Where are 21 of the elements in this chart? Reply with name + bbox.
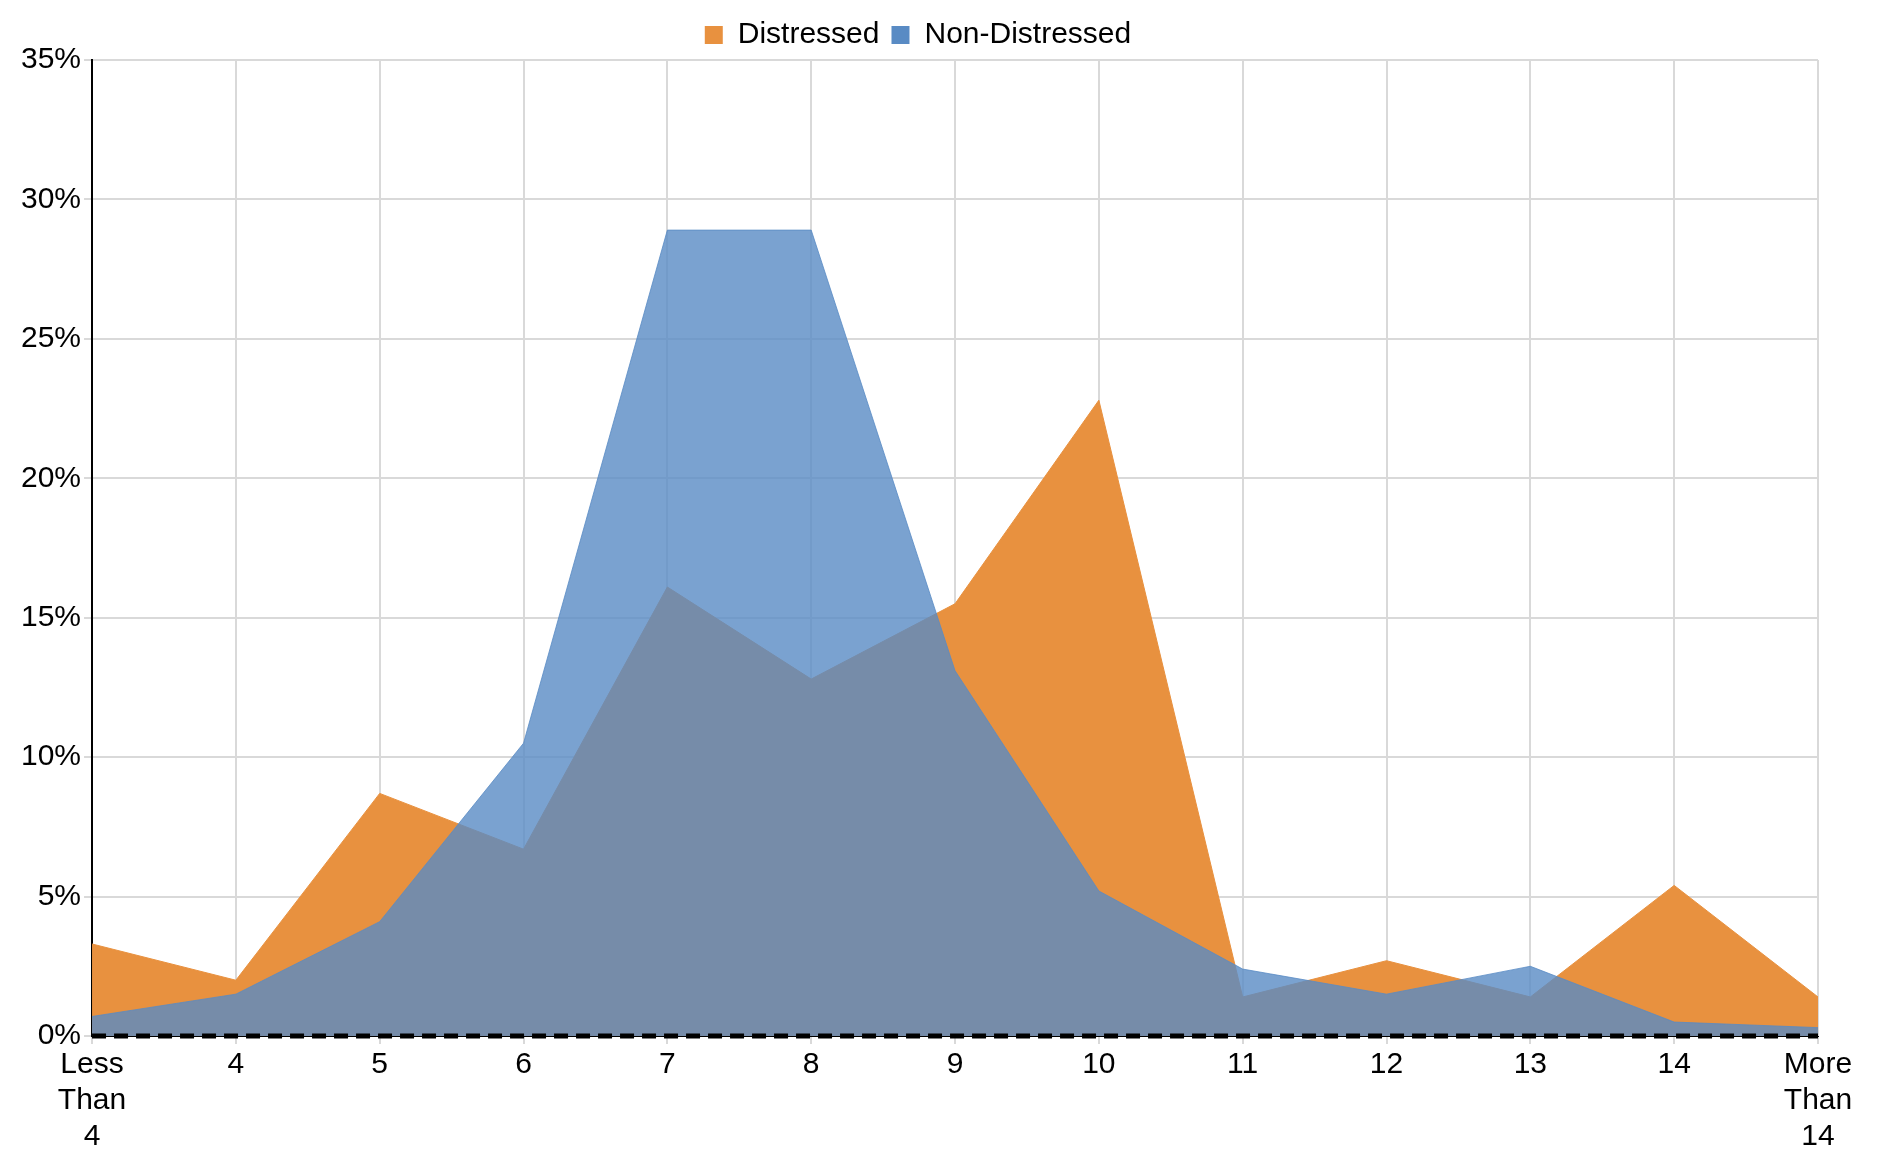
x-tick-label: 11 [1227, 1046, 1259, 1080]
x-tick-label: 13 [1513, 1046, 1548, 1080]
y-tick-label: 30% [21, 180, 82, 214]
x-tick-label: 4 [227, 1046, 245, 1080]
x-tick-label: 12 [1369, 1046, 1404, 1080]
x-tick-label: 6 [515, 1046, 532, 1080]
y-tick-label: 15% [21, 598, 82, 632]
y-tick-label: 35% [21, 41, 82, 75]
legend-label: Non-Distressed [924, 16, 1132, 50]
y-tick-label: 25% [21, 320, 82, 354]
legend-label: Distressed [737, 16, 880, 50]
x-tick-label: More Than 14 [1783, 1046, 1853, 1152]
y-tick-label: 5% [37, 877, 82, 911]
y-tick-label: 10% [21, 738, 82, 772]
x-tick-label: 5 [371, 1046, 389, 1080]
x-tick-label: 10 [1082, 1046, 1116, 1080]
x-tick-label: 7 [659, 1046, 676, 1080]
y-tick-label: 20% [21, 459, 82, 493]
x-tick-label: 9 [946, 1046, 964, 1080]
x-tick-label: 14 [1657, 1046, 1691, 1080]
x-tick-label: 8 [802, 1046, 820, 1080]
